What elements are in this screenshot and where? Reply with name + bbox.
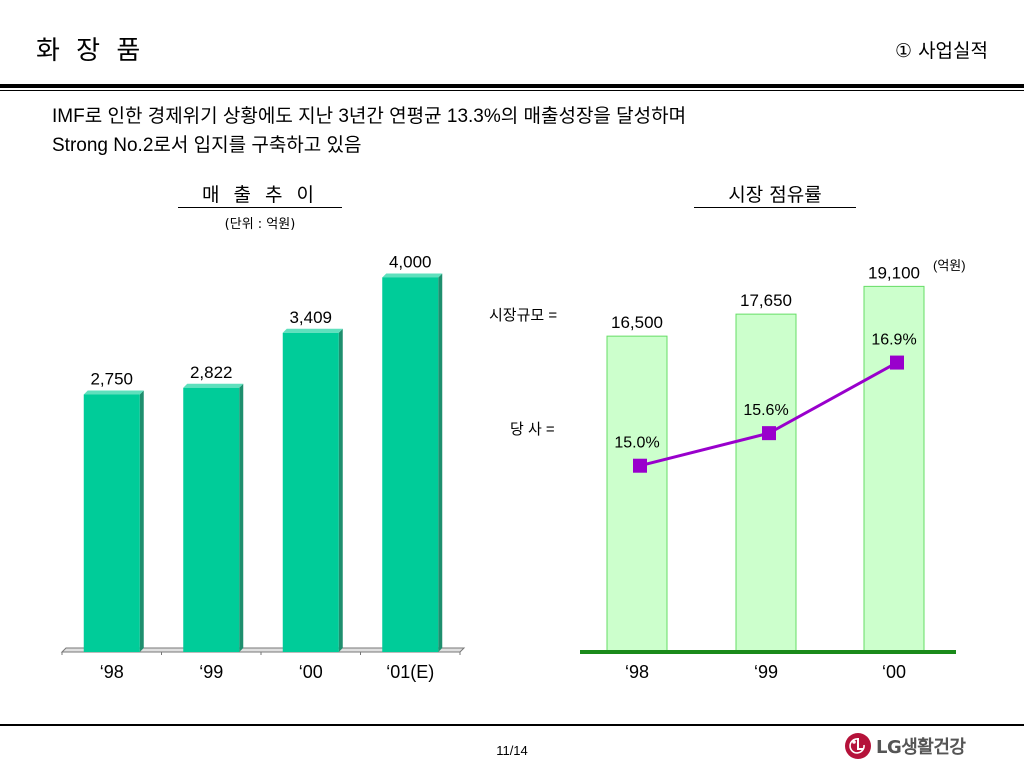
sales-bar-top (83, 390, 144, 395)
sales-bar-side (438, 273, 443, 652)
summary-text: IMF로 인한 경제위기 상황에도 지난 3년간 연평균 13.3%의 매출성장… (52, 102, 686, 160)
sales-bar-top (183, 383, 244, 388)
sales-bar-side (338, 328, 343, 652)
summary-line-2: Strong No.2로서 입지를 구축하고 있음 (52, 135, 362, 156)
sales-bar-side (139, 390, 144, 652)
company-logo: LG생활건강 (845, 733, 966, 759)
sales-bar-chart: 2,750 ‘98 2,822 ‘99 3,409 ‘00 4,000 ‘01(E) (60, 252, 466, 682)
market-size-value-label: 16,500 (611, 313, 663, 332)
share-category-label: ‘98 (625, 662, 649, 682)
company-share-point (762, 426, 776, 441)
lg-logo-icon (845, 733, 871, 759)
chart-canvas: 2,750 ‘98 2,822 ‘99 3,409 ‘00 4,000 ‘01(E) 16,5… (60, 252, 966, 682)
sales-bar (183, 387, 240, 652)
company-share-value-label: 15.0% (614, 435, 659, 452)
sales-value-label: 2,750 (90, 370, 133, 389)
market-size-value-label: 17,650 (740, 291, 792, 310)
market-size-row-label: 시장규모 = (489, 307, 557, 324)
market-share-chart: 16,500 ‘98 17,650 ‘99 19,100 ‘00 15.0% 15.6% 16.… (489, 258, 966, 682)
sales-value-label: 2,822 (190, 363, 233, 382)
slide-title: 화 장 품 (36, 36, 145, 66)
market-size-bar (735, 313, 797, 653)
company-share-value-label: 15.6% (743, 402, 788, 419)
sales-bar (83, 394, 140, 652)
sales-category-label: ‘01(E) (386, 662, 434, 682)
share-chart-title-underline (694, 207, 856, 208)
share-category-label: ‘99 (754, 662, 778, 682)
sales-chart-title: 매 출 추 이 (201, 184, 319, 206)
section-label: ① 사업실적 (895, 40, 988, 62)
market-size-value-label: 19,100 (868, 263, 920, 282)
sales-chart-unit-note: (단위 : 억원) (224, 217, 296, 232)
sales-chart-title-underline (178, 207, 342, 208)
market-size-unit-note: (억원) (933, 258, 966, 273)
sales-value-label: 3,409 (289, 308, 332, 327)
sales-value-label: 4,000 (389, 252, 432, 271)
sales-bar-side (239, 383, 244, 652)
company-row-label: 당 사 = (510, 421, 555, 438)
company-share-value-label: 16.9% (871, 332, 916, 349)
company-share-point (633, 458, 647, 473)
sales-bar (382, 277, 439, 652)
sales-category-label: ‘99 (199, 662, 223, 682)
sales-bar-top (282, 328, 343, 333)
logo-text: LG생활건강 (876, 737, 966, 758)
sales-category-label: ‘00 (299, 662, 323, 682)
market-size-bar (606, 335, 668, 653)
page-number: 11/14 (496, 743, 528, 758)
header-divider-thin (0, 90, 1024, 91)
share-chart-title: 시장 점유률 (728, 184, 822, 206)
sales-bar (282, 332, 339, 652)
footer-divider (0, 724, 1024, 726)
sales-category-label: ‘98 (100, 662, 124, 682)
company-share-point (890, 355, 904, 370)
share-category-label: ‘00 (882, 662, 906, 682)
header-divider (0, 84, 1024, 88)
summary-line-1: IMF로 인한 경제위기 상황에도 지난 3년간 연평균 13.3%의 매출성장… (52, 106, 687, 127)
sales-bar-top (382, 273, 443, 278)
